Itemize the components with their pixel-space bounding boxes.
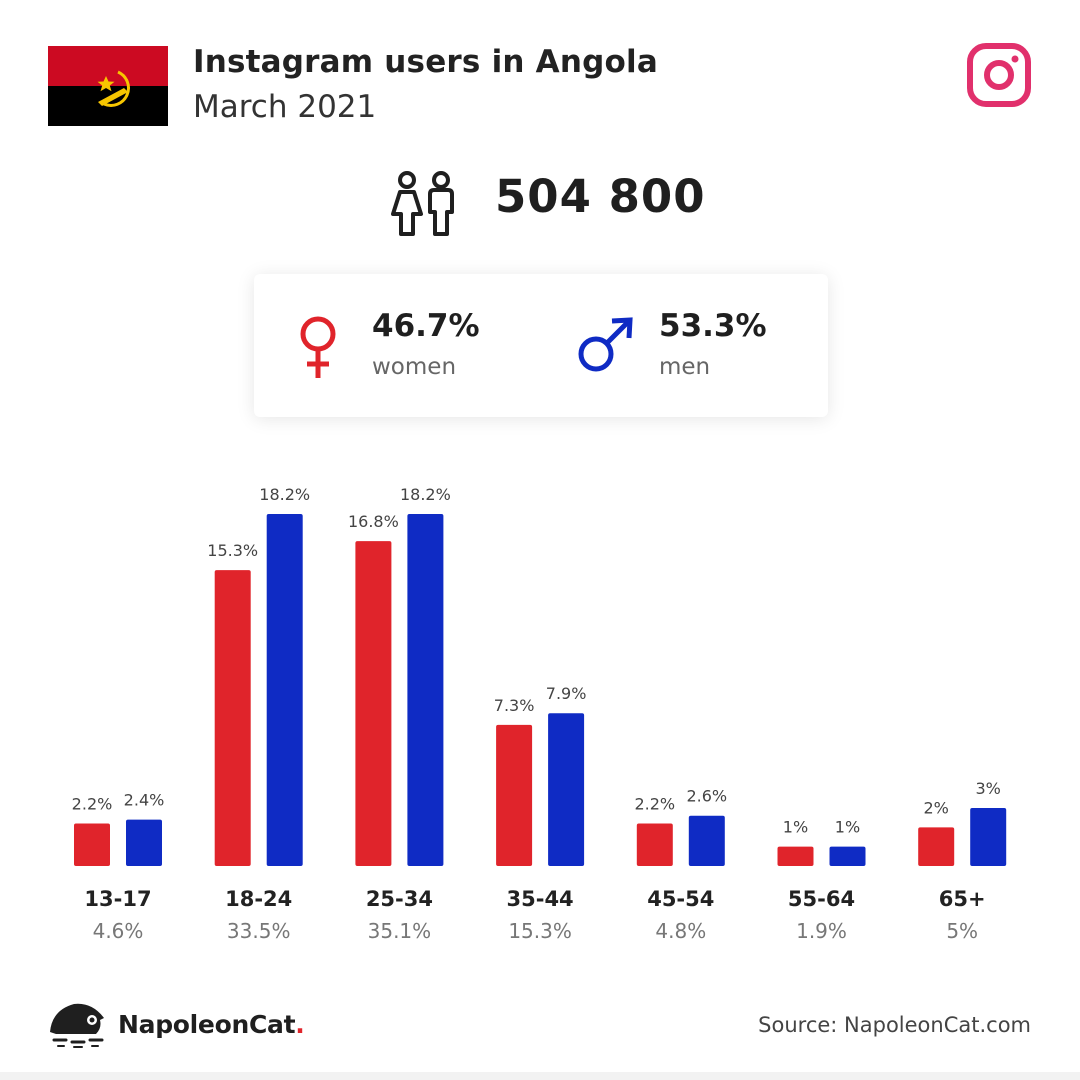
bar-35-44-s0 [496, 724, 533, 866]
bar-value-label: 2.4% [124, 791, 165, 810]
brand-logo-text: NapoleonCat. [118, 1010, 305, 1039]
category-total-label: 4.8% [655, 919, 706, 943]
bar-18-24-s0 [214, 570, 251, 866]
women-percentage: 46.7% [372, 308, 480, 344]
bar-value-label: 15.3% [207, 541, 258, 560]
female-symbol-icon [300, 316, 336, 378]
category-label: 45-54 [647, 887, 714, 911]
bar-45-54-s1 [688, 815, 725, 866]
instagram-icon [967, 43, 1031, 107]
bar-13-17-s1 [126, 819, 162, 866]
bar-value-label: 18.2% [259, 485, 310, 504]
bar-55-64-s0 [777, 846, 814, 866]
bar-value-label: 2.6% [686, 787, 727, 806]
page-title: Instagram users in Angola [193, 44, 658, 80]
category-total-label: 15.3% [508, 919, 572, 943]
bar-value-label: 1% [783, 818, 808, 837]
bar-35-44-s1 [548, 713, 585, 866]
men-label: men [659, 354, 711, 380]
total-users-value: 504 800 [495, 170, 706, 223]
bar-value-label: 2.2% [72, 794, 113, 813]
category-label: 65+ [939, 887, 986, 911]
men-percentage: 53.3% [659, 308, 767, 344]
bar-18-24-s1 [266, 514, 303, 866]
age-gender-bar-chart: 2.2% 2.4% 13-17 4.6% 15.3% 18.2% 18-24 33.5% 16.… [72, 485, 1007, 943]
brand-name: NapoleonCat [118, 1010, 296, 1039]
bar-65+-s1 [970, 807, 1007, 866]
source-credit: Source: NapoleonCat.com [758, 1013, 1031, 1037]
category-label: 25-34 [366, 887, 433, 911]
bar-55-64-s1 [829, 846, 866, 866]
page-subtitle: March 2021 [193, 89, 377, 125]
napoleoncat-logo-icon [50, 1003, 104, 1048]
category-label: 55-64 [788, 887, 855, 911]
bar-65+-s0 [918, 827, 955, 866]
bar-value-label: 7.3% [494, 696, 535, 715]
bar-value-label: 1% [835, 818, 860, 837]
bar-value-label: 16.8% [348, 512, 399, 531]
bar-value-label: 18.2% [400, 485, 451, 504]
bar-13-17-s0 [74, 823, 110, 866]
bar-value-label: 3% [976, 779, 1001, 798]
category-label: 35-44 [507, 887, 574, 911]
bar-25-34-s1 [407, 514, 444, 866]
category-total-label: 5% [946, 919, 978, 943]
category-label: 18-24 [225, 887, 292, 911]
users-icon [391, 171, 454, 236]
category-total-label: 35.1% [368, 919, 432, 943]
bar-value-label: 2% [924, 798, 949, 817]
footer-strip [0, 1072, 1080, 1080]
brand-dot: . [295, 1010, 305, 1039]
bar-45-54-s0 [636, 823, 673, 866]
bar-value-label: 7.9% [546, 684, 587, 703]
gender-split-card: 46.7% women 53.3% men [254, 274, 828, 417]
category-total-label: 1.9% [796, 919, 847, 943]
bar-25-34-s0 [355, 541, 392, 866]
category-total-label: 4.6% [93, 919, 144, 943]
bar-value-label: 2.2% [634, 794, 675, 813]
category-total-label: 33.5% [227, 919, 291, 943]
male-symbol-icon [578, 317, 633, 372]
women-label: women [372, 354, 457, 380]
angola-flag-icon [48, 46, 168, 126]
category-label: 13-17 [84, 887, 151, 911]
